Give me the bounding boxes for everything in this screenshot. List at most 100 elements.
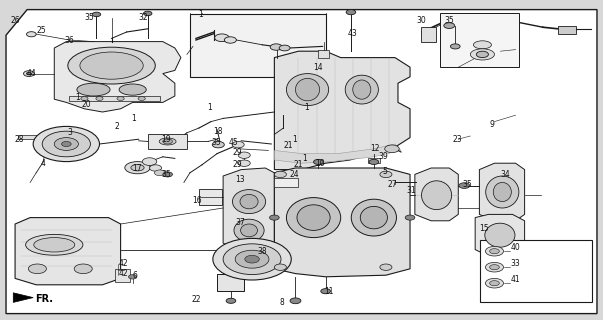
Text: 20: 20 — [81, 100, 91, 108]
Circle shape — [380, 171, 392, 178]
Circle shape — [138, 97, 145, 100]
Text: 24: 24 — [289, 170, 299, 179]
Circle shape — [290, 298, 301, 304]
Polygon shape — [415, 168, 458, 221]
Circle shape — [232, 141, 244, 148]
Ellipse shape — [119, 84, 146, 95]
Circle shape — [117, 97, 124, 100]
Circle shape — [128, 275, 137, 279]
Circle shape — [274, 264, 286, 270]
Text: 14: 14 — [314, 63, 323, 72]
Text: 42: 42 — [119, 269, 128, 278]
Ellipse shape — [485, 176, 519, 208]
Text: 5: 5 — [382, 167, 387, 176]
Text: 18: 18 — [213, 127, 223, 136]
Polygon shape — [54, 42, 181, 112]
Ellipse shape — [493, 182, 511, 202]
Bar — [368, 158, 380, 163]
Ellipse shape — [286, 74, 329, 106]
Circle shape — [163, 139, 172, 144]
Text: 12: 12 — [370, 144, 380, 153]
Ellipse shape — [80, 52, 143, 79]
Text: 43: 43 — [348, 29, 358, 38]
Ellipse shape — [473, 41, 491, 49]
Circle shape — [92, 12, 101, 17]
Ellipse shape — [125, 162, 150, 174]
Text: 42: 42 — [119, 260, 128, 268]
Circle shape — [450, 44, 460, 49]
Ellipse shape — [131, 164, 144, 171]
Text: 27: 27 — [387, 180, 397, 188]
Text: 1: 1 — [304, 103, 309, 112]
Text: 21: 21 — [294, 160, 303, 169]
Polygon shape — [13, 293, 33, 302]
Ellipse shape — [68, 47, 155, 84]
Polygon shape — [274, 168, 410, 277]
Ellipse shape — [240, 195, 258, 209]
Circle shape — [28, 264, 46, 274]
Text: 8: 8 — [280, 298, 285, 307]
Text: 17: 17 — [133, 164, 142, 172]
Ellipse shape — [470, 49, 494, 60]
Text: 28: 28 — [14, 135, 24, 144]
Ellipse shape — [345, 75, 378, 104]
Bar — [274, 178, 298, 187]
Text: 35: 35 — [444, 16, 454, 25]
Text: 1: 1 — [302, 154, 307, 163]
Circle shape — [405, 215, 415, 220]
Ellipse shape — [241, 224, 257, 237]
Polygon shape — [15, 218, 121, 285]
Ellipse shape — [232, 189, 265, 214]
Circle shape — [81, 97, 88, 100]
Circle shape — [62, 141, 71, 147]
Text: 19: 19 — [161, 135, 171, 144]
Circle shape — [215, 34, 229, 42]
Bar — [421, 27, 436, 42]
Text: 26: 26 — [10, 16, 20, 25]
Ellipse shape — [485, 223, 515, 247]
Text: 30: 30 — [416, 16, 426, 25]
Circle shape — [224, 37, 236, 43]
Text: 15: 15 — [479, 224, 488, 233]
Polygon shape — [6, 10, 597, 314]
Circle shape — [213, 238, 291, 280]
Circle shape — [238, 152, 250, 158]
Text: 3: 3 — [67, 128, 72, 137]
Bar — [115, 269, 130, 282]
Ellipse shape — [295, 78, 320, 101]
Text: 1: 1 — [292, 135, 297, 144]
Circle shape — [226, 298, 236, 303]
Circle shape — [490, 249, 499, 254]
Circle shape — [144, 11, 152, 16]
Text: 21: 21 — [283, 141, 293, 150]
Ellipse shape — [34, 237, 75, 252]
Circle shape — [279, 45, 290, 51]
Circle shape — [27, 32, 36, 37]
Circle shape — [476, 51, 488, 58]
Bar — [190, 14, 326, 77]
Circle shape — [42, 131, 90, 157]
Text: 40: 40 — [511, 244, 520, 252]
Circle shape — [270, 44, 282, 50]
Text: 13: 13 — [235, 175, 245, 184]
Text: 11: 11 — [324, 287, 333, 296]
Circle shape — [235, 250, 269, 268]
Circle shape — [24, 71, 34, 76]
Circle shape — [27, 72, 31, 75]
Ellipse shape — [360, 206, 387, 229]
Circle shape — [96, 97, 103, 100]
Ellipse shape — [421, 181, 452, 210]
Bar — [148, 134, 187, 149]
Circle shape — [385, 145, 399, 153]
Ellipse shape — [286, 198, 341, 237]
Text: 33: 33 — [511, 260, 520, 268]
Text: 1: 1 — [75, 93, 80, 102]
Text: 1: 1 — [131, 114, 136, 123]
Circle shape — [369, 159, 379, 164]
Bar — [318, 50, 329, 58]
Ellipse shape — [234, 219, 264, 242]
Circle shape — [490, 281, 499, 286]
Text: 29: 29 — [232, 160, 242, 169]
Text: 35: 35 — [211, 138, 221, 147]
Text: 25: 25 — [36, 26, 46, 35]
